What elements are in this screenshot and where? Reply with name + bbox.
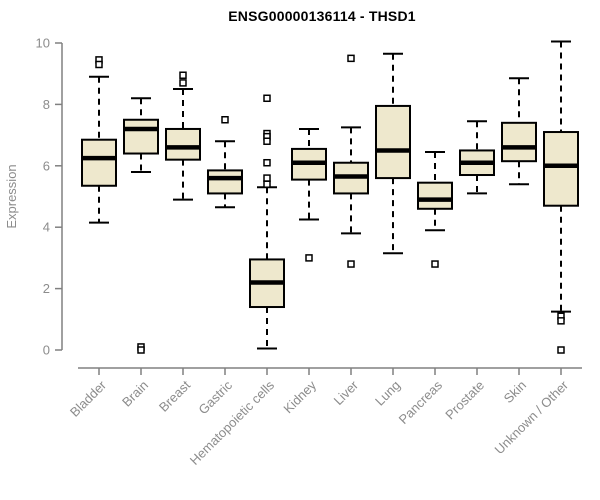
- outlier-point: [305, 254, 313, 262]
- outlier-point: [431, 260, 439, 268]
- outlier-point: [557, 346, 565, 354]
- x-tick-label: Kidney: [280, 377, 319, 416]
- iqr-box: [375, 104, 411, 180]
- x-tick-label: Gastric: [195, 377, 235, 417]
- x-tick-label: Bladder: [67, 377, 110, 420]
- outlier-point: [263, 174, 271, 182]
- iqr-box: [81, 138, 117, 187]
- y-tick-label: 10: [36, 36, 50, 51]
- x-tick-label: Skin: [501, 378, 529, 406]
- x-tick-label: Lung: [372, 378, 403, 409]
- outlier-point: [263, 158, 271, 167]
- iqr-box: [417, 181, 453, 210]
- chart-title: ENSG00000136114 - THSD1: [228, 8, 416, 24]
- y-tick-label: 4: [43, 220, 50, 235]
- x-tick-label: Prostate: [442, 378, 487, 423]
- outlier-point: [347, 54, 355, 63]
- outlier-point: [179, 71, 187, 79]
- outlier-point: [347, 260, 355, 268]
- x-tick-label: Liver: [331, 377, 362, 408]
- y-axis-title: Expression: [4, 164, 19, 228]
- iqr-box: [543, 131, 579, 207]
- iqr-box: [123, 118, 159, 155]
- outlier-point: [263, 180, 271, 188]
- outlier-point: [221, 116, 229, 124]
- x-tick-label: Breast: [156, 377, 193, 414]
- y-tick-label: 0: [43, 343, 50, 358]
- x-tick-label: Pancreas: [396, 377, 446, 427]
- y-tick-label: 2: [43, 281, 50, 296]
- outlier-point: [263, 137, 271, 145]
- iqr-box: [207, 169, 243, 195]
- iqr-box: [165, 127, 201, 161]
- outlier-point: [557, 317, 565, 325]
- y-tick-label: 8: [43, 97, 50, 112]
- outlier-point: [137, 346, 145, 354]
- outlier-point: [263, 94, 271, 103]
- outlier-point: [95, 60, 103, 69]
- outlier-point: [179, 79, 187, 87]
- x-tick-label: Brain: [119, 378, 151, 410]
- y-tick-label: 6: [43, 158, 50, 173]
- iqr-box: [501, 121, 537, 163]
- x-tick-label: Unknown / Other: [492, 377, 572, 457]
